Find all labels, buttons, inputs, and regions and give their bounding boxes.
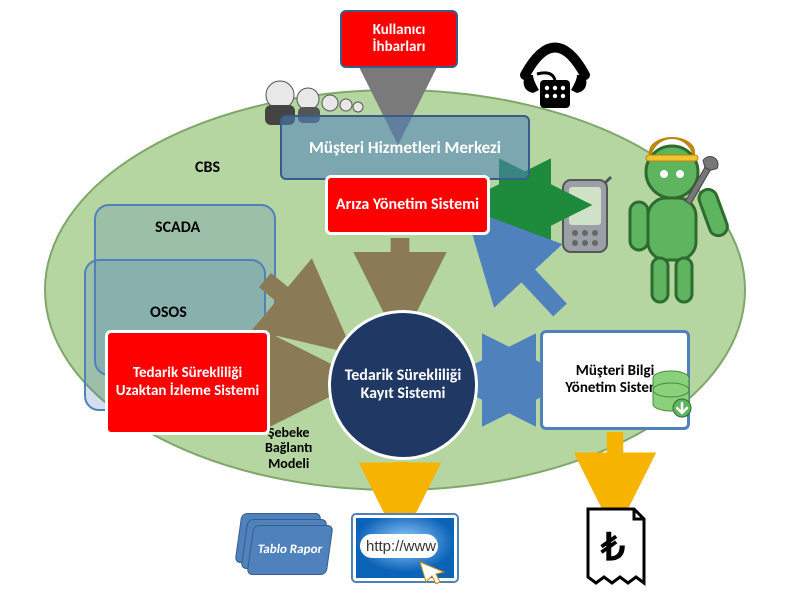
tablo-rapor-stack: Tablo Rapor [238,513,330,583]
cbs-label: CBS [195,158,220,177]
sebeke-label: Şebeke Bağlantı Modeli [265,425,312,471]
kullanici-ihbarlari-label: Kullanıcı İhbarları [348,22,450,57]
tedarik-uzaktan-label: Tedarik Sürekliliği Uzaktan İzleme Siste… [114,365,261,400]
osos-label: OSOS [150,303,187,322]
tablo-rapor-label: Tablo Rapor [257,543,323,558]
database-icon [650,370,692,418]
uzaktan-to-kayit-upper [265,280,325,330]
svg-text:₺: ₺ [600,527,625,569]
bill-icon: ₺ [580,505,652,590]
tedarik-uzaktan-node: Tedarik Sürekliliği Uzaktan İzleme Siste… [105,330,270,435]
svg-text:http://www: http://www [366,538,436,555]
http-icon: http://www [350,512,460,584]
musteribilgi-to-ariza [490,235,560,310]
kullanici-ihbarlari-node: Kullanıcı İhbarları [340,10,458,68]
musteri-hizmetleri-node: Müşteri Hizmetleri Merkezi [280,115,530,180]
tedarik-kayit-label: Tedarik Sürekliliği Kayıt Sistemi [337,367,469,404]
scada-label: SCADA [155,218,200,237]
tedarik-kayit-node: Tedarik Sürekliliği Kayıt Sistemi [328,310,478,460]
musteri-hizmetleri-label: Müşteri Hizmetleri Merkezi [309,138,501,158]
ariza-yonetim-node: Arıza Yönetim Sistemi [325,175,490,235]
ariza-yonetim-label: Arıza Yönetim Sistemi [336,196,479,214]
diagram-stage: CBS SCADA OSOS Şebeke Bağlantı Modeli Ku… [0,0,791,609]
